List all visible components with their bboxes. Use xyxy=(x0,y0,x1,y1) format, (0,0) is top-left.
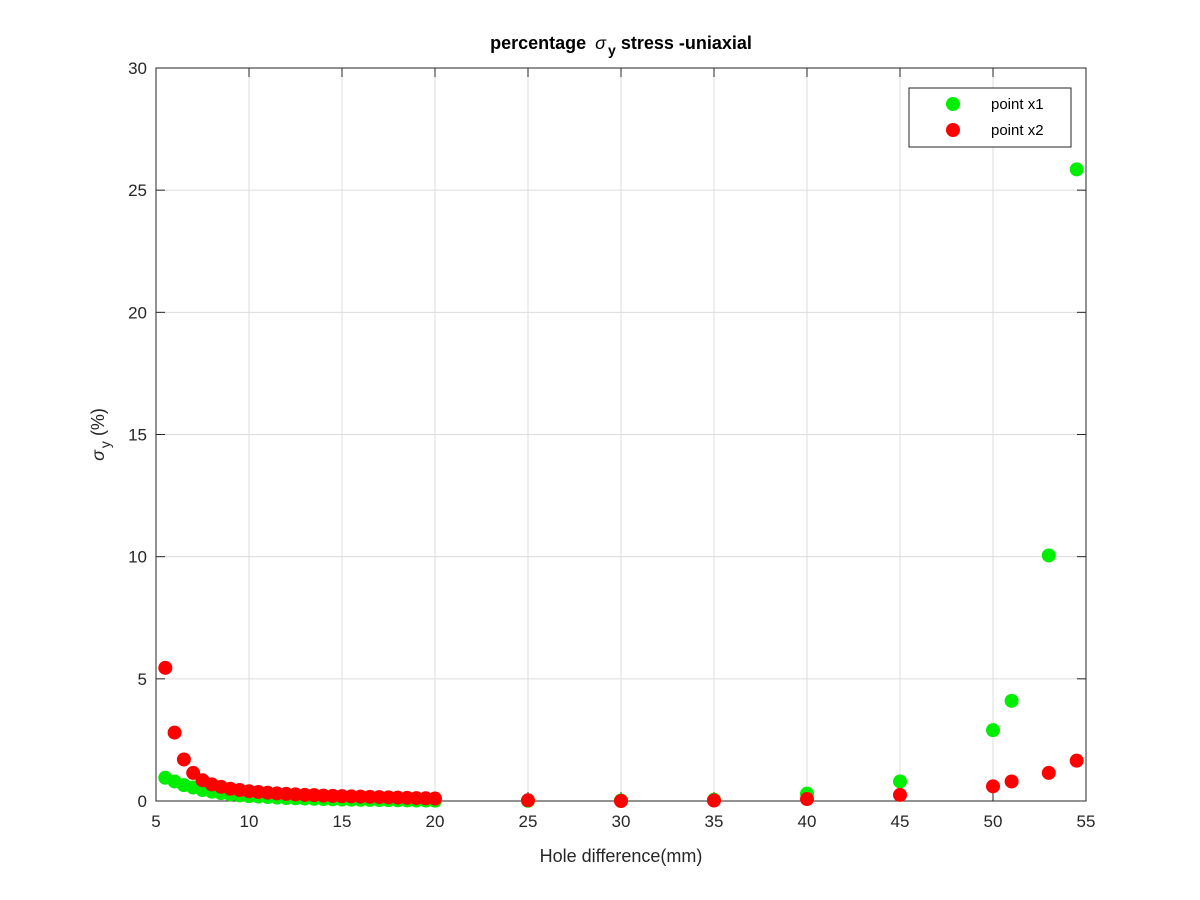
legend-label-point-x2: point x2 xyxy=(991,122,1044,139)
x-tick-label: 35 xyxy=(705,812,724,831)
series-2-point xyxy=(614,794,628,808)
x-tick-label: 55 xyxy=(1077,812,1096,831)
series-1-point xyxy=(893,774,907,789)
y-tick-label: 25 xyxy=(128,181,147,200)
y-tick-label: 0 xyxy=(138,792,147,811)
x-tick-label: 25 xyxy=(519,812,538,831)
series-2-point xyxy=(1004,774,1019,789)
y-tick-label: 15 xyxy=(128,426,147,445)
y-tick-label: 20 xyxy=(128,303,147,322)
x-tick-label: 50 xyxy=(984,812,1003,831)
legend-box xyxy=(908,87,1072,148)
x-tick-label: 30 xyxy=(612,812,631,831)
x-tick-label: 5 xyxy=(151,812,160,831)
series-1-point xyxy=(986,723,1000,738)
x-tick-label: 40 xyxy=(798,812,817,831)
y-label-sigma-symbol: σ xyxy=(88,449,108,461)
series-2-point xyxy=(428,791,442,806)
title-subscript: y xyxy=(608,42,616,58)
legend-marker-point-x1 xyxy=(946,97,960,111)
y-tick-label: 5 xyxy=(138,670,147,689)
x-tick-label: 20 xyxy=(426,812,445,831)
y-tick-label: 10 xyxy=(128,548,147,567)
series-2-point xyxy=(158,660,173,675)
y-axis-label: σy (%) xyxy=(88,408,113,461)
series-2-point xyxy=(1069,753,1084,768)
title-prefix: percentage xyxy=(490,33,591,53)
series-2-point xyxy=(176,752,191,767)
x-tick-label: 10 xyxy=(240,812,259,831)
y-tick-label: 30 xyxy=(128,59,147,78)
title-sigma-symbol: σ xyxy=(595,33,607,53)
x-axis-label: Hole difference(mm) xyxy=(540,846,703,866)
series-1-point xyxy=(1041,548,1056,563)
title-suffix: stress -uniaxial xyxy=(616,33,752,53)
series-2-point xyxy=(986,779,1000,794)
legend-marker-point-x2 xyxy=(946,123,960,137)
series-2-point xyxy=(707,793,721,808)
grid-lines xyxy=(156,68,1086,801)
series-2-point xyxy=(521,793,535,808)
legend: point x1 point x2 xyxy=(908,87,1072,148)
series-2-point xyxy=(893,787,907,802)
series-1-point xyxy=(1069,162,1084,177)
series-2-point xyxy=(800,792,814,807)
series-2-point xyxy=(167,725,182,740)
series-1-point xyxy=(1004,693,1019,708)
y-label-subscript: y xyxy=(97,441,113,448)
y-label-suffix: (%) xyxy=(88,408,108,441)
legend-label-point-x1: point x1 xyxy=(991,96,1044,113)
x-tick-label: 45 xyxy=(891,812,910,831)
data-points xyxy=(158,162,1084,808)
x-tick-label: 15 xyxy=(333,812,352,831)
series-2-point xyxy=(1041,765,1056,780)
